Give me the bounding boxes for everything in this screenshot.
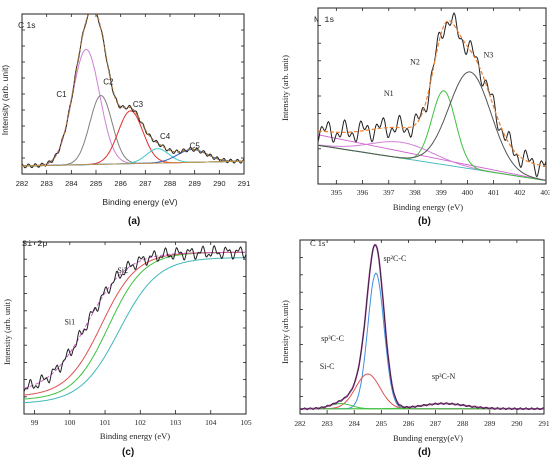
fit-envelope <box>22 14 244 167</box>
peak-annotation: N3 <box>483 50 493 59</box>
x-tick-label: 290 <box>213 179 226 188</box>
x-tick-label: 397 <box>383 188 395 197</box>
panel-label-d: (d) <box>418 447 431 458</box>
peak-annotation: N2 <box>410 57 420 66</box>
chart-panel-a: 282 283 284 285 286 287 288 289 290 291 C1 C2 C3 C4 C5… <box>0 0 270 232</box>
fit-peak-C3 <box>22 110 244 167</box>
x-tick-label: 288 <box>164 179 177 188</box>
fit-component-3 <box>24 251 246 396</box>
chart-a-ylabel: Intensity (arb. unit) <box>0 65 10 136</box>
x-tick-label: 101 <box>99 418 111 427</box>
chart-b-svg: 395 396 397 398 399 400 401 402 403 N1 N2 N3 N 1s B… <box>280 7 550 227</box>
x-tick-label: 283 <box>40 179 53 188</box>
peak-annotation: C2 <box>103 77 114 86</box>
x-tick-label: 288 <box>457 419 469 428</box>
x-tick-label: 99 <box>31 418 39 427</box>
x-tick-label: 289 <box>188 179 201 188</box>
x-tick-label: 286 <box>403 419 415 428</box>
peak-annotation: C1 <box>56 90 67 99</box>
peak-annotation: Si-C <box>320 362 335 371</box>
x-tick-label: 399 <box>436 188 448 197</box>
peak-annotation: sp²C-C <box>383 254 406 263</box>
chart-c-title: Si 2p <box>22 239 48 249</box>
x-tick-label: 104 <box>205 418 217 427</box>
peak-annotation: C4 <box>160 132 171 141</box>
x-tick-label: 285 <box>90 179 103 188</box>
raw-spectrum <box>24 244 246 392</box>
chart-panel-d: 282 283 284 285 286 287 288 289 290 291 sp²C-C sp³C… <box>278 232 550 463</box>
raw-spectrum <box>300 245 544 411</box>
x-tick-label: 287 <box>139 179 152 188</box>
raw-spectrum <box>318 12 546 178</box>
plot-frame <box>23 241 247 415</box>
peak-annotation: N1 <box>384 89 394 98</box>
x-tick-label: 282 <box>294 419 306 428</box>
x-tick-label: 105 <box>240 418 252 427</box>
panel-label-b: (b) <box>418 216 431 227</box>
x-tick-label: 396 <box>357 188 369 197</box>
chart-panel-c: 99 100 101 102 103 104 105 Si1 Si2 Si 2p Binding… <box>0 232 270 463</box>
chart-c-svg: 99 100 101 102 103 104 105 Si1 Si2 Si 2p Binding… <box>2 239 252 458</box>
x-tick-label: 103 <box>170 418 182 427</box>
chart-a-xlabel: Binding energy (eV) <box>102 197 177 207</box>
panel-label-c: (c) <box>122 447 134 458</box>
chart-c-ylabel: Intensity (arb. unit) <box>2 299 12 365</box>
chart-a-svg: 282 283 284 285 286 287 288 289 290 291 C1 C2 C3 C4 C5… <box>0 13 251 227</box>
x-tick-label: 395 <box>331 188 343 197</box>
chart-d-title: C 1s <box>310 238 325 248</box>
background <box>318 134 546 181</box>
fit-component-1 <box>24 257 246 404</box>
fit-peak-N2 <box>318 90 546 181</box>
plot-frame <box>21 13 245 175</box>
x-tick-label: 291 <box>538 419 550 428</box>
chart-d-svg: 282 283 284 285 286 287 288 289 290 291 sp²C-C sp³C… <box>280 238 550 458</box>
plot-frame <box>299 239 545 415</box>
peak-annotation: Si2 <box>117 266 128 275</box>
chart-b-xlabel: Binding energy (eV) <box>393 202 463 212</box>
x-tick-label: 284 <box>65 179 78 188</box>
chart-a-title: C 1s <box>18 20 35 30</box>
x-tick-label: 401 <box>488 188 500 197</box>
x-tick-label: 287 <box>430 419 442 428</box>
chart-b-title: N 1s <box>314 15 334 25</box>
fit-envelope <box>24 251 246 389</box>
chart-b-ylabel: Intensity (arb. unit) <box>280 55 290 121</box>
x-tick-label: 285 <box>376 419 388 428</box>
baseline <box>22 160 244 167</box>
x-tick-label: 398 <box>409 188 421 197</box>
x-tick-label: 400 <box>462 188 474 197</box>
peak-annotation: sp³C-N <box>432 372 456 381</box>
x-tick-label: 290 <box>511 419 523 428</box>
peak-annotation: C3 <box>133 100 144 109</box>
panel-label-a: (a) <box>128 216 140 227</box>
x-tick-label: 282 <box>16 179 29 188</box>
x-tick-label: 403 <box>540 188 550 197</box>
peak-annotation: sp³C-C <box>321 334 344 343</box>
raw-spectrum <box>22 14 244 169</box>
x-tick-label: 102 <box>135 418 147 427</box>
x-tick-label: 286 <box>114 179 127 188</box>
x-tick-label: 402 <box>514 188 526 197</box>
x-tick-label: 283 <box>321 419 333 428</box>
peak-annotation: C5 <box>190 141 201 150</box>
x-tick-label: 284 <box>349 419 361 428</box>
chart-c-xlabel: Binding energy (eV) <box>100 431 170 441</box>
chart-d-ylabel: Intensity (arb.unit) <box>280 300 290 364</box>
x-tick-label: 289 <box>484 419 496 428</box>
chart-d-xlabel: Bunding energy(eV) <box>393 433 463 443</box>
chart-panel-b: 395 396 397 398 399 400 401 402 403 N1 N2 N3 N 1s B… <box>278 0 550 232</box>
fit-envelope <box>318 19 546 167</box>
fit-peak-N3 <box>318 71 546 181</box>
x-tick-label: 100 <box>64 418 76 427</box>
peak-annotation: Si1 <box>64 318 75 327</box>
fit-envelope <box>300 243 544 410</box>
x-tick-label: 291 <box>238 179 251 188</box>
fit-component-2 <box>24 251 246 400</box>
